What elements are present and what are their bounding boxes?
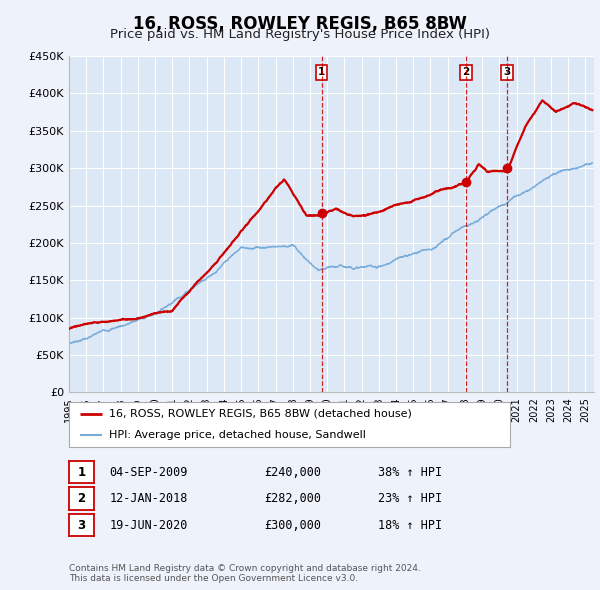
Text: 16, ROSS, ROWLEY REGIS, B65 8BW: 16, ROSS, ROWLEY REGIS, B65 8BW (133, 15, 467, 33)
Text: 16, ROSS, ROWLEY REGIS, B65 8BW (detached house): 16, ROSS, ROWLEY REGIS, B65 8BW (detache… (109, 409, 412, 419)
Text: 2: 2 (77, 492, 86, 505)
Text: 23% ↑ HPI: 23% ↑ HPI (378, 492, 442, 505)
Text: 18% ↑ HPI: 18% ↑ HPI (378, 519, 442, 532)
Text: Price paid vs. HM Land Registry's House Price Index (HPI): Price paid vs. HM Land Registry's House … (110, 28, 490, 41)
Text: £282,000: £282,000 (264, 492, 321, 505)
Text: 38% ↑ HPI: 38% ↑ HPI (378, 466, 442, 478)
Text: 3: 3 (77, 519, 86, 532)
Text: £300,000: £300,000 (264, 519, 321, 532)
Text: 19-JUN-2020: 19-JUN-2020 (109, 519, 188, 532)
Text: 1: 1 (318, 67, 325, 77)
Text: Contains HM Land Registry data © Crown copyright and database right 2024.
This d: Contains HM Land Registry data © Crown c… (69, 563, 421, 583)
Text: 2: 2 (462, 67, 469, 77)
Text: 12-JAN-2018: 12-JAN-2018 (109, 492, 188, 505)
Text: 1: 1 (77, 466, 86, 478)
Text: HPI: Average price, detached house, Sandwell: HPI: Average price, detached house, Sand… (109, 430, 365, 440)
Text: 04-SEP-2009: 04-SEP-2009 (109, 466, 188, 478)
Text: 3: 3 (503, 67, 511, 77)
Text: £240,000: £240,000 (264, 466, 321, 478)
